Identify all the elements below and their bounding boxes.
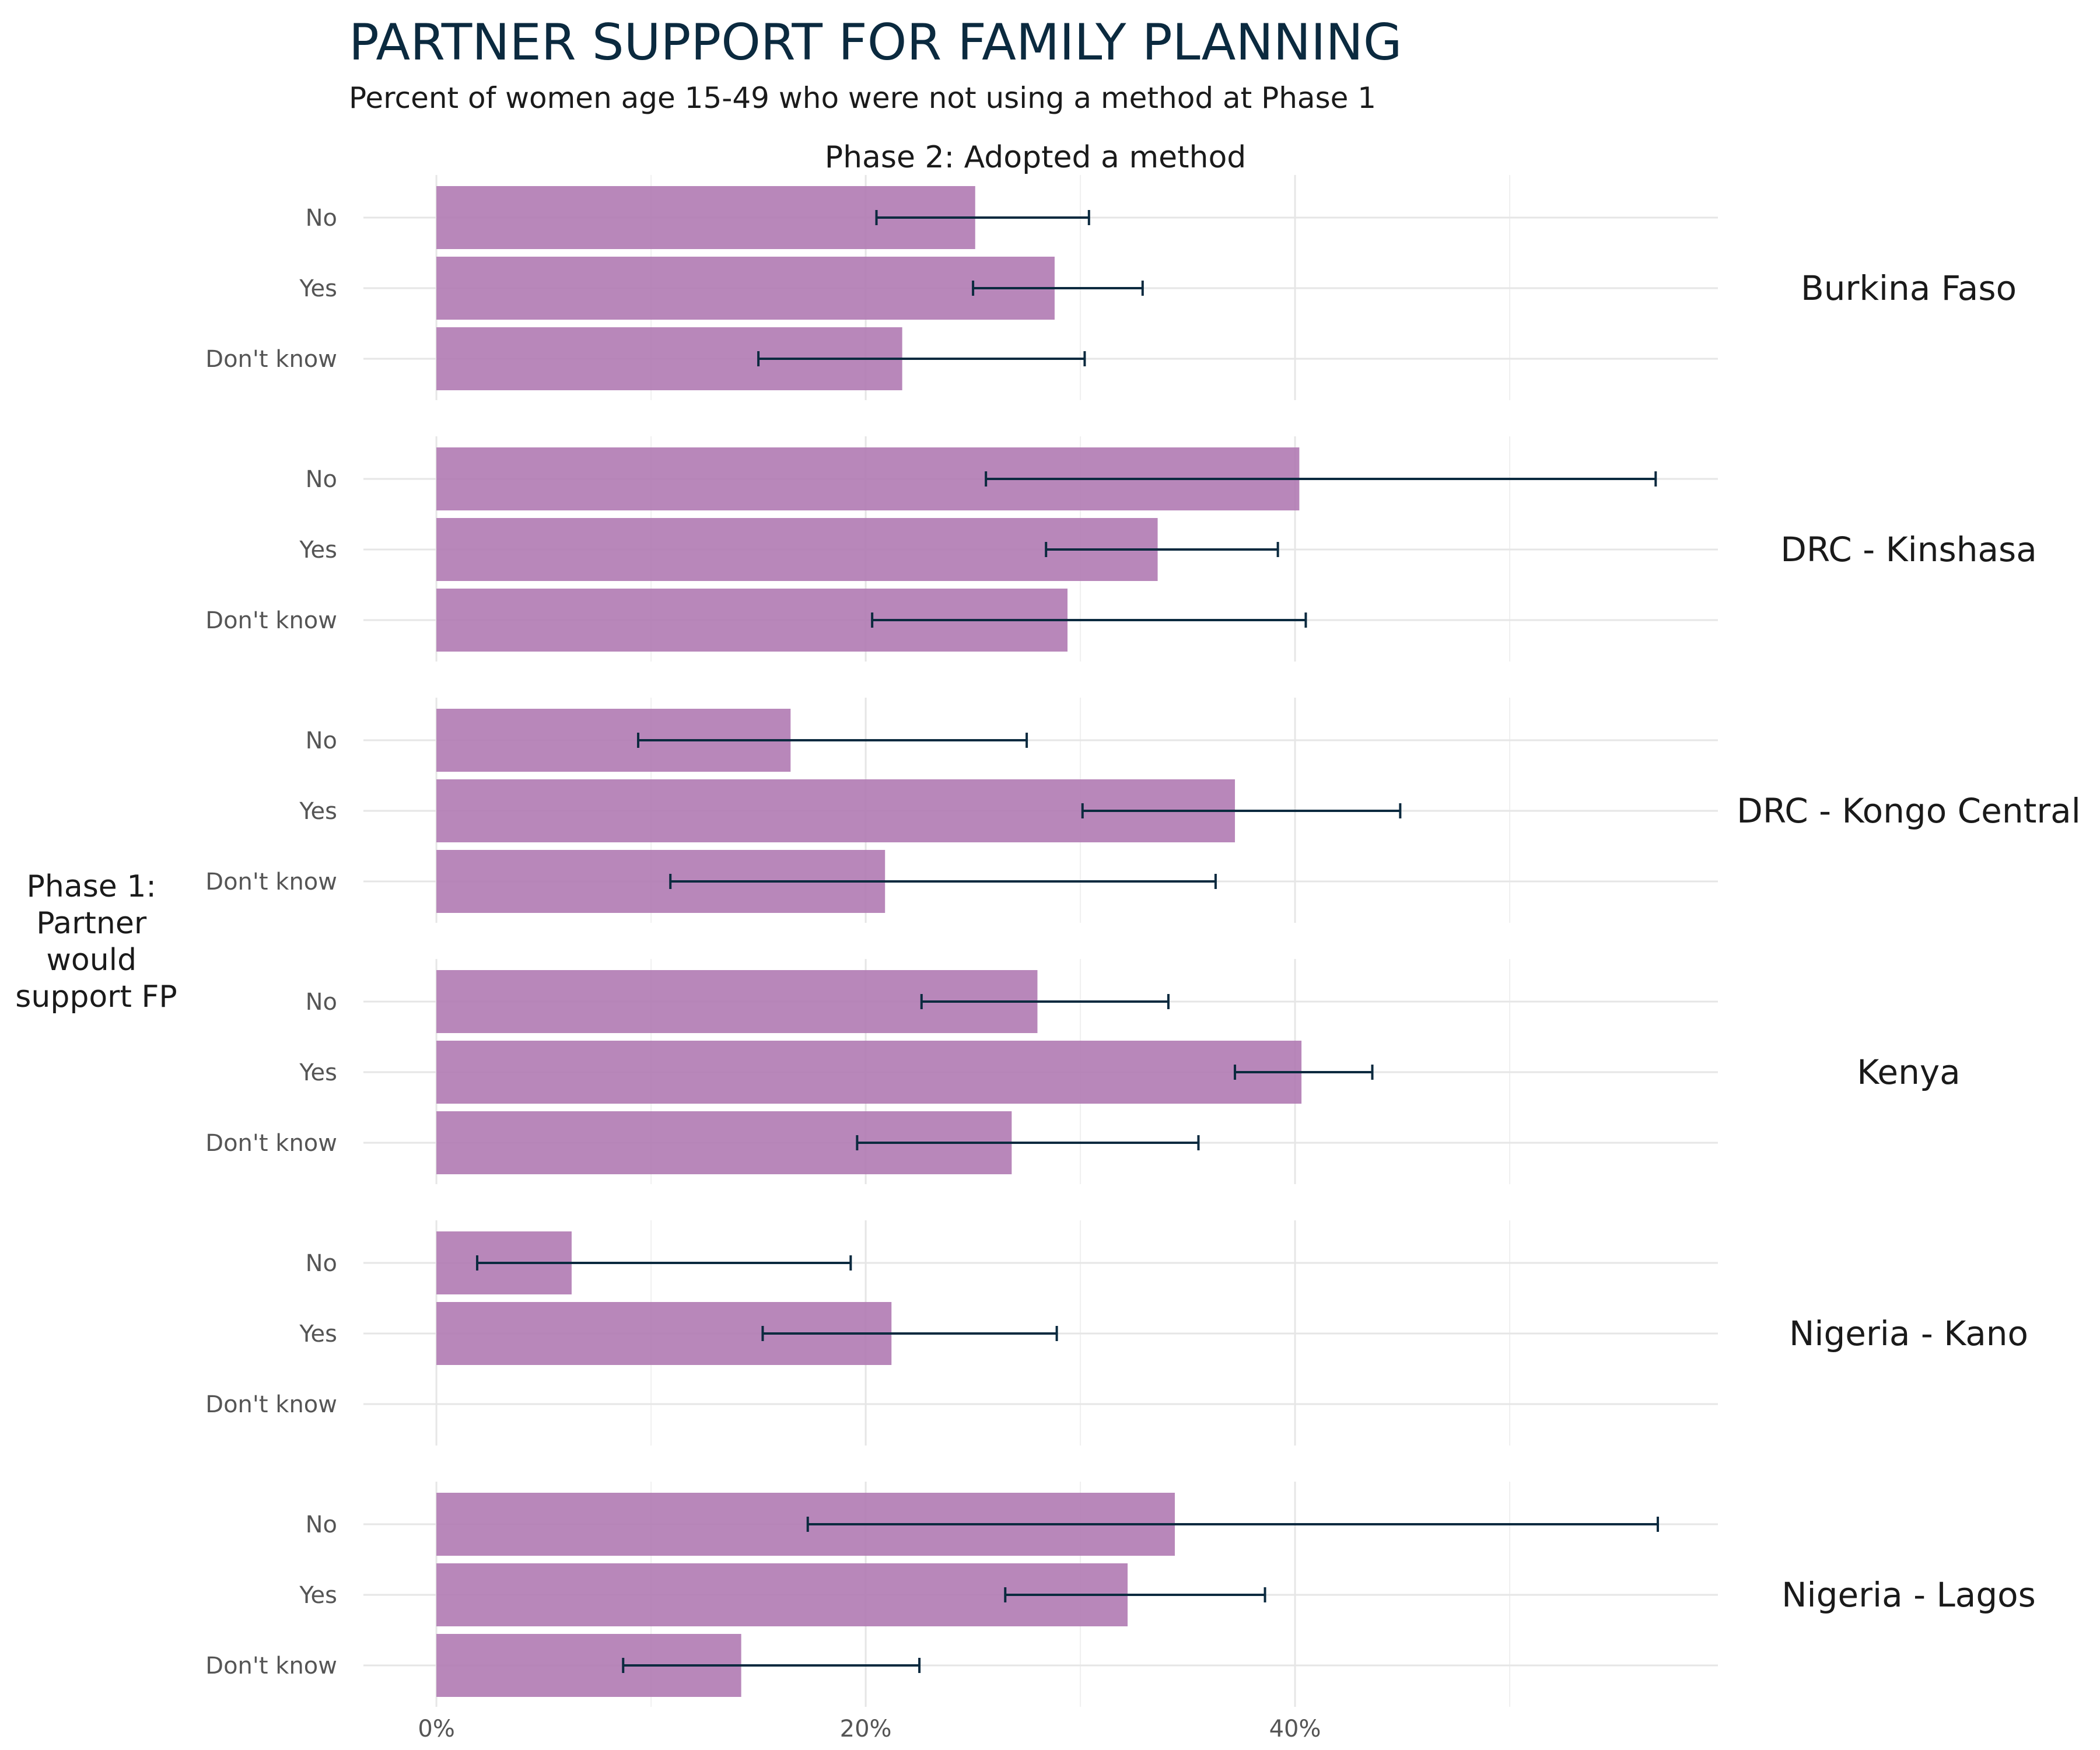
y-axis-label-line: support FP — [15, 979, 177, 1014]
panel: No Yes Don't know Burkina Faso — [205, 175, 2017, 400]
y-tick-label: Don't know — [205, 346, 337, 373]
y-tick-label: No — [306, 989, 337, 1016]
error-bar — [622, 1658, 921, 1673]
y-tick-label: Yes — [299, 1059, 337, 1086]
x-tick-label: 0% — [418, 1716, 454, 1742]
error-bar — [856, 1135, 1200, 1150]
y-axis-label-line: Partner — [36, 906, 147, 941]
error-bar — [669, 874, 1217, 889]
panel-strip-label: DRC - Kinshasa — [1780, 530, 2037, 569]
panel-strip-label: DRC - Kongo Central — [1737, 791, 2081, 831]
y-tick-label: Yes — [299, 537, 337, 564]
y-tick-label: Yes — [299, 275, 337, 302]
chart-title: PARTNER SUPPORT FOR FAMILY PLANNING — [349, 13, 1402, 72]
y-tick-label: Don't know — [205, 607, 337, 634]
error-bar — [871, 612, 1307, 628]
x-axis: 0% 20% 40% — [418, 1716, 1321, 1742]
y-tick-label: No — [306, 205, 337, 232]
y-tick-label: Don't know — [205, 1391, 337, 1418]
error-bar — [1045, 542, 1279, 557]
y-tick-label: Yes — [299, 1321, 337, 1348]
error-bar — [757, 351, 1086, 366]
error-bar — [985, 471, 1657, 487]
panel: No Yes Don't know DRC - Kongo Central — [205, 698, 2081, 923]
y-tick-label: No — [306, 466, 337, 493]
chart-subtitle: Percent of women age 15-49 who were not … — [349, 81, 1376, 115]
y-axis-label-line: would — [46, 943, 136, 978]
x-tick-label: 40% — [1269, 1716, 1321, 1742]
y-tick-label: No — [306, 1250, 337, 1277]
y-axis-label: Phase 1: Partner would support FP — [15, 869, 177, 1014]
error-bar — [1081, 803, 1402, 818]
error-bar — [972, 281, 1144, 296]
error-bar — [476, 1255, 852, 1270]
y-tick-label: Don't know — [205, 1130, 337, 1157]
panel-strip-label: Burkina Faso — [1801, 268, 2017, 308]
panel: No Yes Don't know Kenya — [205, 959, 1961, 1184]
error-bar — [806, 1517, 1659, 1532]
error-bar — [637, 733, 1028, 748]
panel: No Yes Don't know DRC - Kinshasa — [205, 436, 2037, 662]
y-tick-label: Yes — [299, 1582, 337, 1609]
y-axis-label-line: Phase 1: — [27, 869, 156, 904]
bar — [436, 1041, 1302, 1104]
chart-panels: No Yes Don't know Burkina Faso No Yes Don't kn… — [205, 175, 2081, 1707]
panel-strip-label: Nigeria - Lagos — [1782, 1575, 2036, 1615]
error-bar — [1004, 1587, 1266, 1602]
error-bar — [761, 1326, 1058, 1341]
panel-strip-label: Kenya — [1857, 1052, 1960, 1092]
y-tick-label: Don't know — [205, 869, 337, 895]
panel: No Yes Don't know Nigeria - Kano — [205, 1220, 2028, 1446]
bar — [436, 518, 1158, 581]
y-tick-label: No — [306, 727, 337, 754]
y-tick-label: Don't know — [205, 1653, 337, 1679]
panel: No Yes Don't know Nigeria - Lagos — [205, 1482, 2036, 1707]
x-tick-label: 20% — [840, 1716, 892, 1742]
y-tick-label: No — [306, 1511, 337, 1538]
panel-strip-label: Nigeria - Kano — [1789, 1314, 2028, 1353]
facet-title: Phase 2: Adopted a method — [825, 140, 1247, 175]
error-bar — [875, 210, 1090, 225]
error-bar — [1234, 1065, 1374, 1080]
y-tick-label: Yes — [299, 798, 337, 825]
bar — [436, 257, 1055, 320]
error-bar — [920, 994, 1170, 1009]
